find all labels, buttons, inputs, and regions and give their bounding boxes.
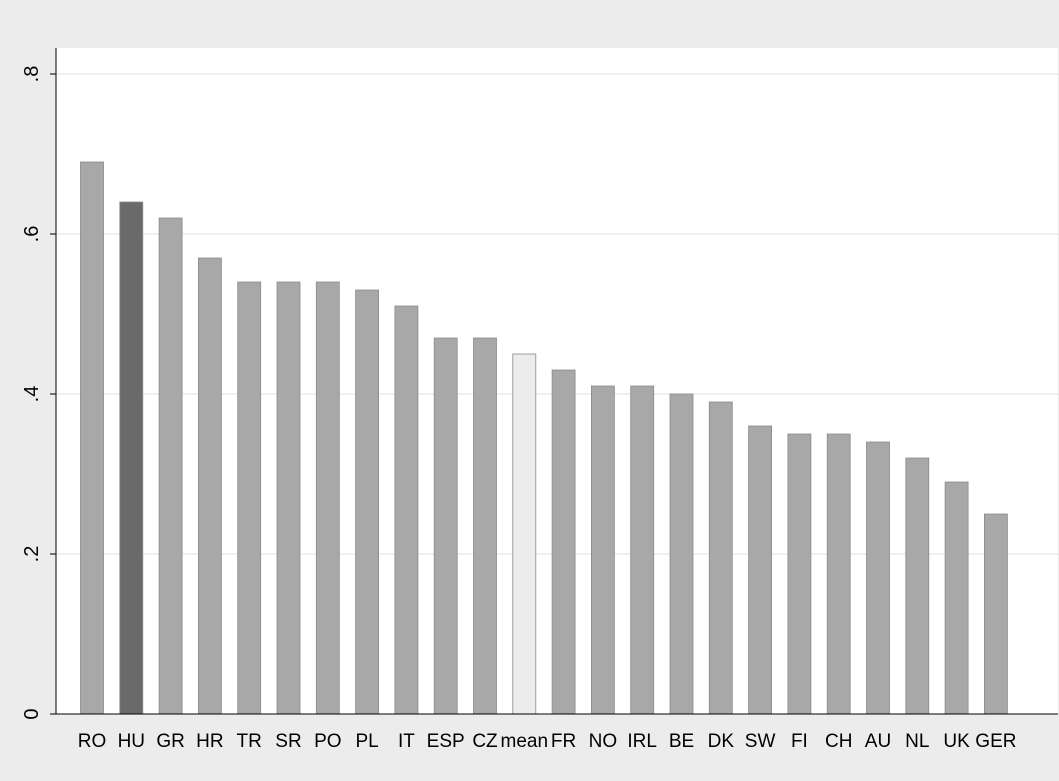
x-tick-label: RO (78, 731, 107, 752)
bar-esp (433, 337, 458, 715)
bar-ch (826, 433, 851, 715)
bar-hu (119, 201, 144, 715)
bar-tr (237, 281, 262, 715)
bar-au (866, 441, 890, 715)
x-tick-label: AU (865, 731, 891, 752)
bar-be (669, 393, 694, 715)
bar-ger (984, 513, 1008, 715)
x-tick-label: IT (398, 731, 415, 752)
y-tick-label: 0 (21, 708, 43, 719)
x-tick-label: DK (708, 731, 735, 752)
bar-it (394, 305, 419, 715)
y-tick-label: .2 (21, 546, 43, 563)
bar-no (591, 385, 615, 715)
x-tick-label: mean (501, 731, 549, 752)
bar-po (315, 281, 340, 715)
x-tick-label: HU (118, 731, 145, 752)
bar-hr (197, 257, 222, 715)
x-tick-label: NO (589, 731, 618, 752)
y-tick-label: .8 (21, 66, 43, 83)
x-tick-label: BE (669, 731, 694, 752)
x-tick-label: CH (825, 731, 852, 752)
x-tick-label: UK (943, 731, 970, 752)
bar-pl (355, 289, 380, 715)
bar-gr (158, 217, 183, 715)
y-tick-label: .4 (21, 386, 43, 403)
x-tick-label: HR (196, 731, 223, 752)
bar-irl (630, 385, 655, 715)
x-tick-label: GER (975, 731, 1016, 752)
bar-sr (276, 281, 301, 715)
bar-ro (80, 161, 104, 715)
x-tick-label: NL (905, 731, 929, 752)
x-tick-label: PL (355, 731, 378, 752)
x-tick-label: SW (745, 731, 776, 752)
bar-cz (473, 337, 497, 715)
x-tick-label: ESP (427, 731, 465, 752)
x-tick-label: PO (314, 731, 341, 752)
x-tick-label: IRL (627, 731, 657, 752)
y-tick-label: .6 (21, 226, 43, 243)
bar-nl (905, 457, 930, 715)
bar-fi (787, 433, 812, 715)
x-tick-label: TR (237, 731, 262, 752)
axes (55, 48, 1058, 715)
bar-mean (512, 353, 537, 715)
bar-sw (748, 425, 772, 715)
x-tick-label: SR (275, 731, 301, 752)
bars (80, 161, 1008, 715)
x-tick-label: CZ (472, 731, 498, 752)
bar-dk (708, 401, 733, 715)
x-tick-label: FI (791, 731, 808, 752)
y-ticks: 0 .2 .4 .6 .8 (21, 66, 56, 720)
x-tick-label: GR (156, 731, 185, 752)
bar-fr (551, 369, 576, 715)
bar-uk (944, 481, 969, 715)
x-tick-labels: RO HU GR HR TR SR PO PL IT ESP CZ mean FR NO IRL BE DK SW… (78, 731, 1017, 752)
x-tick-label: FR (551, 731, 576, 752)
